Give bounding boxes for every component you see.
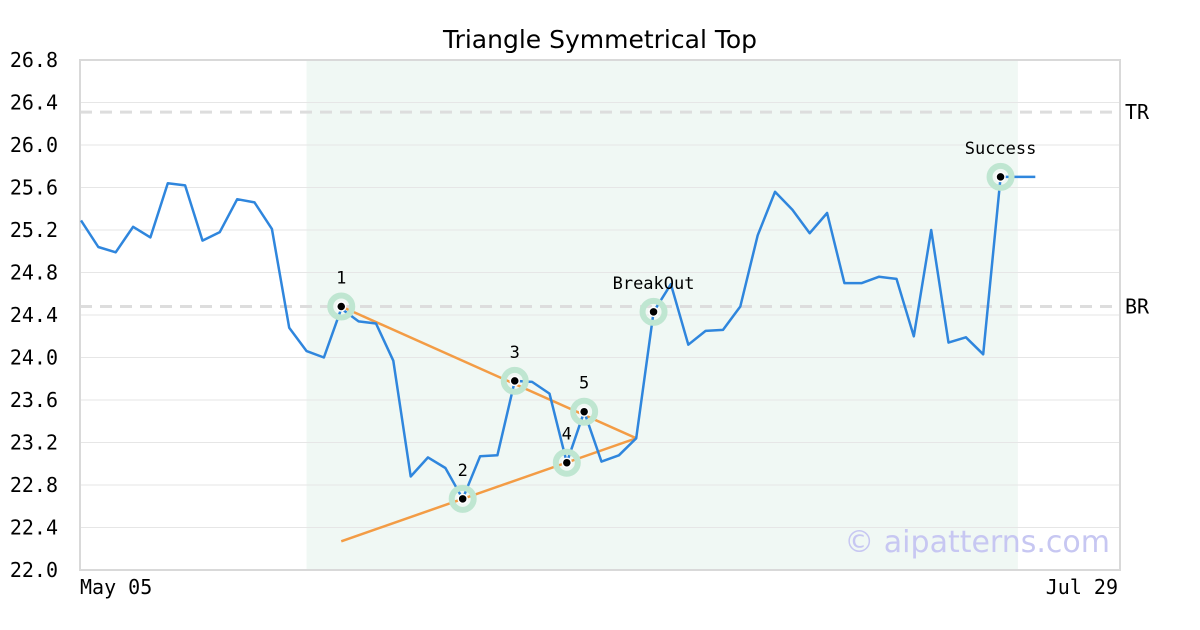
- y-tick-label: 23.2: [10, 431, 58, 455]
- y-tick-label: 23.6: [10, 388, 58, 412]
- y-tick-label: 24.0: [10, 346, 58, 370]
- marker-halo: [448, 484, 477, 513]
- annotation-label: 3: [510, 343, 520, 363]
- y-tick-label: 24.4: [10, 303, 58, 327]
- annotations-layer: 1 2 3 4 5 BreakOut Success: [327, 139, 1037, 513]
- marker-halo: [986, 162, 1015, 191]
- series-layer: [79, 175, 1036, 501]
- marker-point: [995, 171, 1006, 183]
- reference-label-br: BR: [1125, 295, 1150, 319]
- y-tick-label: 22.4: [10, 516, 58, 540]
- y-tick-label: 26.4: [10, 91, 58, 115]
- watermark: © aipatterns.com: [844, 525, 1110, 560]
- marker-point: [457, 493, 468, 505]
- plot-frame: [79, 59, 1121, 571]
- marker-point: [509, 375, 520, 387]
- plot-frame-layer: [79, 59, 1121, 571]
- y-tick-label: 26.8: [10, 48, 58, 72]
- marker-point: [578, 406, 590, 417]
- y-axis-tick-labels: 22.0 22.4 22.8 23.2 23.6 24.0 24.4 24.8 25.2 25.6…: [10, 48, 58, 582]
- annotation-label: BreakOut: [613, 274, 695, 294]
- marker-halo: [500, 366, 529, 395]
- marker-halo: [552, 448, 581, 477]
- annotation-label: Success: [965, 139, 1037, 159]
- y-tick-label: 24.8: [10, 261, 58, 285]
- y-tick-label: 22.0: [10, 558, 58, 582]
- y-tick-label: 25.2: [10, 218, 58, 242]
- annotation-label: 5: [579, 374, 589, 394]
- annotation-label: 4: [562, 425, 572, 445]
- marker-point: [648, 306, 659, 318]
- x-axis-tick-labels: May 05 Jul 29: [80, 575, 1118, 599]
- marker-halo: [639, 297, 668, 326]
- y-tick-label: 25.6: [10, 176, 58, 200]
- annotation-label: 2: [458, 461, 468, 481]
- y-tick-label: 26.0: [10, 133, 58, 157]
- marker-halo: [327, 292, 356, 321]
- marker-halo: [570, 397, 599, 426]
- y-tick-label: 22.8: [10, 473, 58, 497]
- marker-point: [561, 457, 573, 468]
- chart-title: Triangle Symmetrical Top: [442, 25, 757, 54]
- marker-point: [336, 301, 347, 312]
- reference-lines-layer: TR BR: [80, 100, 1150, 319]
- trend-line: [340, 437, 637, 543]
- x-tick-label: May 05: [80, 575, 152, 599]
- price-line: [79, 175, 1036, 501]
- x-tick-label: Jul 29: [1046, 575, 1118, 599]
- reference-label-tr: TR: [1125, 100, 1150, 124]
- annotation-label: 1: [336, 269, 346, 289]
